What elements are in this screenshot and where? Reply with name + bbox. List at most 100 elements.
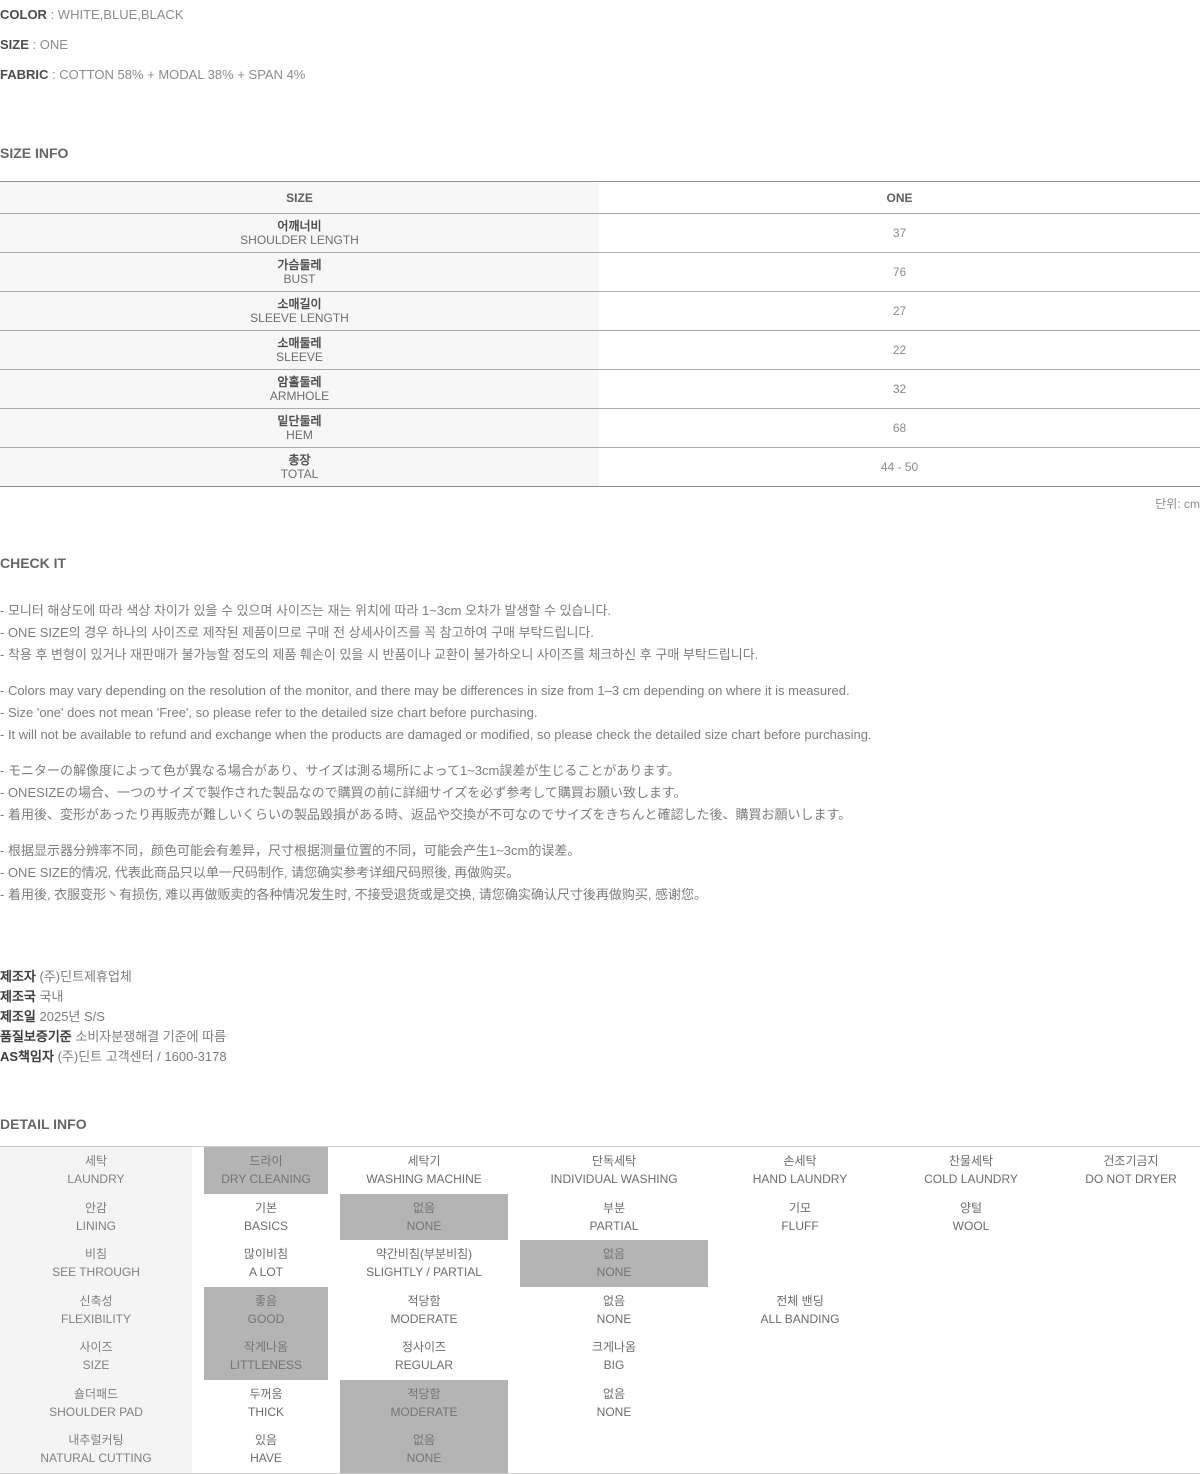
detail-option — [892, 1426, 1050, 1473]
measure-label-kr: 소매길이 — [277, 297, 322, 311]
measure-label-cell: 암홀둘레 ARMHOLE — [0, 369, 599, 409]
detail-info-grid: 세탁 LAUNDRY 드라이 DRY CLEANING 세탁기 WASHING … — [0, 1146, 1200, 1474]
note-line: - 모니터 해상도에 따라 색상 차이가 있을 수 있으며 사이즈는 재는 위치… — [0, 603, 612, 618]
detail-option: 작게나옴 LITTLENESS — [204, 1333, 328, 1380]
detail-option — [892, 1333, 1050, 1380]
detail-option: 없음 NONE — [596, 1386, 632, 1419]
notes-chinese: - 根据显示器分辨率不同，颜色可能会有差异，尺寸根据测量位置的不同，可能会产生1… — [0, 840, 1200, 906]
measure-value: 37 — [599, 213, 1200, 253]
check-it-heading: CHECK IT — [0, 555, 67, 571]
measure-label-cell: 어깨너비 SHOULDER LENGTH — [0, 213, 599, 253]
measure-label-kr: 어깨너비 — [277, 219, 322, 233]
detail-label-en: SEE THROUGH — [52, 1265, 140, 1280]
spec-separator: : — [48, 67, 60, 82]
table-row: 암홀둘레 ARMHOLE 32 — [0, 369, 1200, 409]
measure-value: 68 — [599, 408, 1200, 448]
note-line: - It will not be available to refund and… — [0, 727, 872, 742]
detail-label-kr: 사이즈 — [79, 1340, 113, 1355]
measure-label-en: TOTAL — [280, 467, 319, 481]
note-line: - 根据显示器分辨率不同，颜色可能会有差异，尺寸根据测量位置的不同，可能会产生1… — [0, 843, 581, 858]
detail-row-laundry: 세탁 LAUNDRY 드라이 DRY CLEANING 세탁기 WASHING … — [0, 1147, 1200, 1194]
detail-row-label: 숄더패드 SHOULDER PAD — [0, 1379, 192, 1426]
detail-option: 손세탁 HAND LAUNDRY — [752, 1154, 848, 1187]
table-row: 어깨너비 SHOULDER LENGTH 37 — [0, 213, 1200, 253]
measure-label-cell: 소매길이 SLEEVE LENGTH — [0, 291, 599, 331]
detail-option: 있음 HAVE — [250, 1433, 282, 1466]
measure-label-cell: 소매둘레 SLEEVE — [0, 330, 599, 370]
detail-option: 전체 밴딩 ALL BANDING — [760, 1293, 840, 1326]
table-row: 소매길이 SLEEVE LENGTH 27 — [0, 291, 1200, 331]
detail-option: 양털 WOOL — [952, 1200, 990, 1233]
measure-label-en: SLEEVE LENGTH — [250, 311, 349, 325]
manufacturer-line: 제조국 국내 — [0, 987, 1200, 1007]
detail-option: 두꺼움 THICK — [248, 1386, 284, 1419]
manufacturer-value: 국내 — [39, 989, 64, 1004]
spec-separator: : — [46, 7, 58, 22]
detail-option — [892, 1287, 1050, 1334]
detail-row-flexibility: 신축성 FLEXIBILITY 좋음 GOOD 적당함 MODERATE 없음 … — [0, 1286, 1200, 1334]
measure-label-en: SHOULDER LENGTH — [240, 233, 359, 247]
table-row: 소매둘레 SLEEVE 22 — [0, 330, 1200, 370]
detail-option: 좋음 GOOD — [204, 1286, 328, 1333]
notes-japanese: - モニターの解像度によって色が異なる場合があり、サイズは測る場所によって1~3… — [0, 760, 1200, 826]
size-table-header-row: SIZE ONE — [0, 181, 1200, 214]
detail-option: 세탁기 WASHING MACHINE — [366, 1154, 482, 1187]
manufacturer-label: AS책임자 — [0, 1049, 54, 1064]
detail-option: 많이비침 A LOT — [243, 1247, 289, 1280]
detail-label-kr: 숄더패드 — [73, 1386, 119, 1401]
manufacturer-label: 제조일 — [0, 1009, 36, 1024]
detail-option — [1062, 1194, 1200, 1241]
detail-row-label: 사이즈 SIZE — [0, 1333, 192, 1380]
detail-label-en: FLEXIBILITY — [60, 1311, 132, 1326]
detail-option: 적당함 MODERATE — [390, 1293, 458, 1326]
note-line: - 着用後, 衣服变形丶有损伤, 难以再做贩卖的各种情况发生时, 不接受退货或是… — [0, 887, 708, 902]
measure-label-cell: 가슴둘레 BUST — [0, 252, 599, 292]
detail-option — [892, 1240, 1050, 1287]
detail-option — [1062, 1240, 1200, 1287]
spec-label: FABRIC — [0, 67, 49, 82]
manufacturer-label: 제조자 — [0, 969, 36, 984]
detail-label-en: LINING — [75, 1218, 116, 1233]
detail-option: 건조기금지 DO NOT DRYER — [1085, 1154, 1177, 1187]
detail-row-label: 비침 SEE THROUGH — [0, 1240, 192, 1287]
measure-label-cell: 밑단둘레 HEM — [0, 408, 599, 448]
measure-label-en: HEM — [286, 428, 313, 442]
measure-label-kr: 암홀둘레 — [277, 375, 322, 389]
measure-value: 27 — [599, 291, 1200, 331]
note-line: - ONESIZEの場合、一つのサイズで製作された製品なので購買の前に詳細サイズ… — [0, 785, 687, 800]
detail-option: 기모 FLUFF — [781, 1200, 819, 1233]
detail-label-kr: 안감 — [84, 1200, 108, 1215]
detail-label-kr: 비침 — [84, 1247, 108, 1262]
detail-option: 없음 NONE — [340, 1193, 508, 1240]
measure-value: 76 — [599, 252, 1200, 292]
measure-label-kr: 밑단둘레 — [277, 414, 322, 428]
note-line: - ONE SIZE의 경우 하나의 사이즈로 제작된 제품이므로 구매 전 상… — [0, 625, 594, 640]
detail-option — [720, 1333, 880, 1380]
detail-label-en: NATURAL CUTTING — [40, 1451, 152, 1466]
measure-value: 44 - 50 — [599, 447, 1200, 487]
note-line: - 착용 후 변형이 있거나 재판매가 불가능할 정도의 제품 훼손이 있을 시… — [0, 647, 759, 662]
measure-label-kr: 소매둘레 — [277, 336, 322, 350]
detail-row-size: 사이즈 SIZE 작게나옴 LITTLENESS 정사이즈 REGULAR 크게… — [0, 1333, 1200, 1380]
detail-option — [520, 1426, 708, 1473]
spec-value: COTTON 58% + MODAL 38% + SPAN 4% — [59, 67, 306, 82]
notes-korean: - 모니터 해상도에 따라 색상 차이가 있을 수 있으며 사이즈는 재는 위치… — [0, 600, 1200, 666]
detail-label-en: LAUNDRY — [67, 1172, 125, 1187]
manufacturer-line: AS책임자 (주)딘트 고객센터 / 1600-3178 — [0, 1047, 1200, 1067]
manufacturer-info: 제조자 (주)딘트제휴업체 제조국 국내 제조일 2025년 S/S 품질보증기… — [0, 967, 1200, 1067]
spec-fabric: FABRIC : COTTON 58% + MODAL 38% + SPAN 4… — [0, 68, 1200, 81]
detail-option — [1062, 1333, 1200, 1380]
spec-label: COLOR — [0, 7, 47, 22]
detail-option: 없음 NONE — [340, 1426, 508, 1473]
detail-option — [892, 1380, 1050, 1427]
detail-label-en: SHOULDER PAD — [49, 1404, 143, 1419]
manufacturer-value: 소비자분쟁해결 기준에 따름 — [75, 1029, 227, 1044]
unit-note: 단위: cm — [1155, 497, 1200, 511]
detail-option: 적당함 MODERATE — [340, 1379, 508, 1426]
note-line: - モニターの解像度によって色が異なる場合があり、サイズは測る場所によって1~3… — [0, 763, 681, 778]
note-line: - Colors may vary depending on the resol… — [0, 683, 850, 698]
product-specs: COLOR : WHITE,BLUE,BLACK SIZE : ONE FABR… — [0, 0, 1200, 81]
detail-option: 약간비침(부분비침) SLIGHTLY / PARTIAL — [366, 1247, 482, 1280]
measure-label-en: BUST — [283, 272, 316, 286]
detail-row-label: 안감 LINING — [0, 1193, 192, 1240]
